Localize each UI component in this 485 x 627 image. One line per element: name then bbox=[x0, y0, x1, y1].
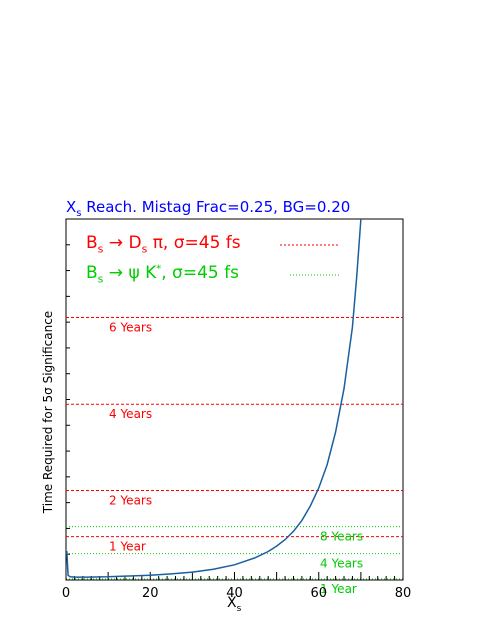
reference-line-label: 2 Years bbox=[109, 493, 152, 507]
reference-line-label: 1 Year bbox=[109, 540, 146, 554]
reference-lines: 6 Years 4 Years 2 Years 1 Year 8 Years 4 Year… bbox=[66, 317, 403, 596]
x-tick-label: 0 bbox=[62, 586, 70, 601]
axis-ticks: 0 20 40 60 80 bbox=[62, 244, 412, 601]
x-axis-label: Xs bbox=[227, 595, 242, 614]
x-tick-label: 60 bbox=[310, 586, 327, 601]
reference-line-label: 6 Years bbox=[109, 321, 152, 335]
x-tick-label: 80 bbox=[395, 586, 412, 601]
chart-title: Xs Reach. Mistag Frac=0.25, BG=0.20 bbox=[66, 198, 351, 219]
legend-entry-ds-pi: Bs → Ds π, σ=45 fs bbox=[86, 233, 241, 256]
series-line bbox=[66, 218, 362, 578]
reference-line-label: 1 Year bbox=[320, 582, 357, 596]
reference-line-label: 4 Years bbox=[109, 407, 152, 421]
reference-line-label: 4 Years bbox=[320, 557, 363, 571]
series-group bbox=[66, 218, 362, 578]
x-tick-label: 20 bbox=[142, 586, 159, 601]
legend-entry-psi-kstar: Bs → ψ K*, σ=45 fs bbox=[86, 263, 239, 286]
x-tick-label: 40 bbox=[226, 586, 243, 601]
legend-line-samples bbox=[280, 244, 340, 276]
reference-line-label: 8 Years bbox=[320, 530, 363, 544]
